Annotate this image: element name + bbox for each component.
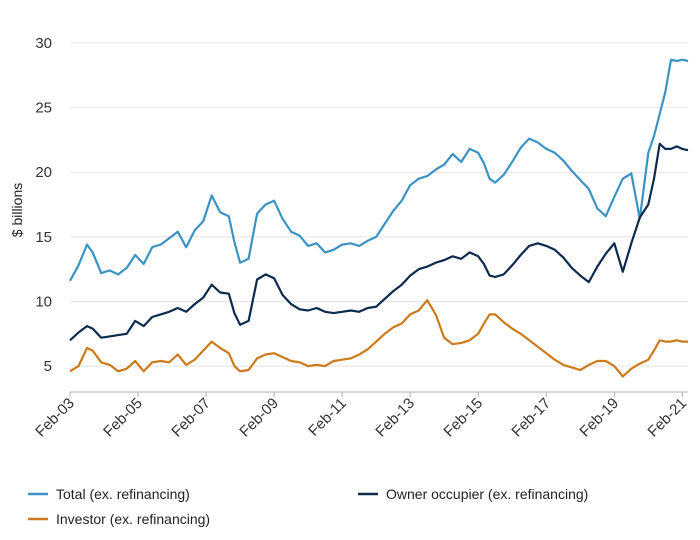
y-tick-label: 25 bbox=[35, 100, 52, 117]
x-tick-label: Feb-09 bbox=[236, 395, 282, 441]
legend-item-owner-occupier: Owner occupier (ex. refinancing) bbox=[358, 486, 588, 502]
y-tick-label: 20 bbox=[35, 164, 52, 181]
y-tick-label: 10 bbox=[35, 294, 52, 311]
legend-label-total: Total (ex. refinancing) bbox=[56, 486, 190, 502]
x-axis-ticks: Feb-03 Feb-05 Feb-07 Feb-09 Feb-11 Feb-13 Feb-… bbox=[32, 392, 690, 440]
y-axis-ticks: 5 10 15 20 25 30 bbox=[35, 35, 52, 375]
y-tick-label: 15 bbox=[35, 229, 52, 246]
x-tick-label: Feb-07 bbox=[168, 395, 214, 441]
x-tick-label: Feb-03 bbox=[32, 395, 78, 441]
legend: Total (ex. refinancing) Owner occupier (… bbox=[28, 486, 588, 527]
x-tick-label: Feb-15 bbox=[440, 395, 486, 441]
x-tick-label: Feb-19 bbox=[576, 395, 622, 441]
series-lines bbox=[69, 58, 689, 378]
series-line-owner-occupier bbox=[69, 142, 689, 342]
y-tick-label: 5 bbox=[44, 358, 52, 375]
legend-item-investor: Investor (ex. refinancing) bbox=[28, 511, 210, 527]
x-tick-label: Feb-05 bbox=[100, 395, 146, 441]
x-tick-label: Feb-13 bbox=[372, 395, 418, 441]
x-tick-label: Feb-17 bbox=[508, 395, 554, 441]
y-tick-label: 30 bbox=[35, 35, 52, 52]
legend-item-total: Total (ex. refinancing) bbox=[28, 486, 190, 502]
x-tick-label: Feb-21 bbox=[645, 395, 691, 441]
y-axis-title: $ billions bbox=[9, 183, 25, 237]
legend-label-owner-occupier: Owner occupier (ex. refinancing) bbox=[386, 486, 588, 502]
legend-label-investor: Investor (ex. refinancing) bbox=[56, 511, 210, 527]
series-line-investor bbox=[69, 299, 688, 378]
x-tick-label: Feb-11 bbox=[305, 395, 350, 440]
series-line-total bbox=[69, 58, 689, 282]
